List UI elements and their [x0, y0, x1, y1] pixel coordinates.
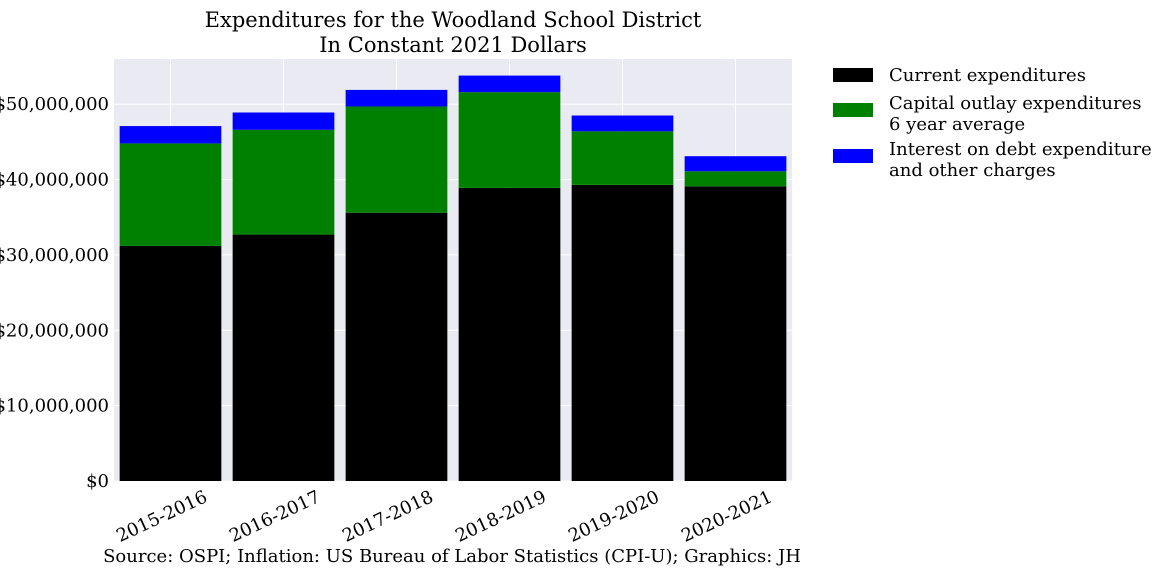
legend-label: Capital outlay expenditures [889, 93, 1141, 114]
bar-segment [119, 143, 222, 246]
bar-segment [684, 171, 787, 187]
plot-area [114, 59, 792, 481]
bar-segment [571, 115, 674, 132]
legend-label: Current expenditures [889, 65, 1086, 86]
bar-segment [458, 75, 561, 93]
y-axis: $0 $10,000,000 $20,000,000 $30,000,000 $40,0… [0, 94, 109, 492]
bar-segment [345, 106, 448, 213]
legend-swatch [833, 103, 873, 117]
y-tick-label: $50,000,000 [0, 94, 109, 115]
chart-title-line: In Constant 2021 Dollars [319, 33, 586, 57]
bar-segment [232, 129, 335, 235]
x-tick-label: 2017-2018 [339, 486, 436, 546]
source-note: Source: OSPI; Inflation: US Bureau of La… [103, 546, 801, 567]
bar-segment [345, 89, 448, 107]
x-tick-label: 2018-2019 [452, 486, 549, 546]
y-tick-label: $0 [86, 471, 109, 492]
x-tick-label: 2015-2016 [113, 486, 210, 546]
bar-segment [345, 212, 448, 481]
bar-segment [458, 187, 561, 481]
bar-segment [232, 234, 335, 481]
x-tick-label: 2020-2021 [678, 486, 775, 546]
bar-segment [684, 186, 787, 481]
bar-segment [684, 156, 787, 172]
bar-segment [458, 92, 561, 188]
chart-title-line: Expenditures for the Woodland School Dis… [205, 8, 702, 32]
legend-label: Interest on debt expenditures [889, 139, 1152, 160]
y-tick-label: $30,000,000 [0, 245, 109, 266]
bar-segment [232, 112, 335, 130]
legend: Current expenditures Capital outlay expen… [833, 65, 1152, 181]
bars [119, 75, 787, 481]
legend-label: and other charges [889, 160, 1056, 181]
x-axis: 2015-2016 2016-2017 2017-2018 2018-2019 2019… [113, 486, 775, 546]
legend-swatch [833, 68, 873, 82]
y-tick-label: $20,000,000 [0, 320, 109, 341]
y-tick-label: $10,000,000 [0, 396, 109, 417]
x-tick-label: 2019-2020 [565, 486, 662, 546]
bar-segment [571, 131, 674, 185]
y-tick-label: $40,000,000 [0, 170, 109, 191]
bar-segment [119, 126, 222, 144]
x-tick-label: 2016-2017 [226, 486, 323, 546]
legend-label: 6 year average [889, 114, 1025, 135]
bar-segment [119, 245, 222, 481]
bar-segment [571, 184, 674, 481]
chart-title: Expenditures for the Woodland School Dis… [205, 8, 702, 57]
legend-swatch [833, 149, 873, 163]
